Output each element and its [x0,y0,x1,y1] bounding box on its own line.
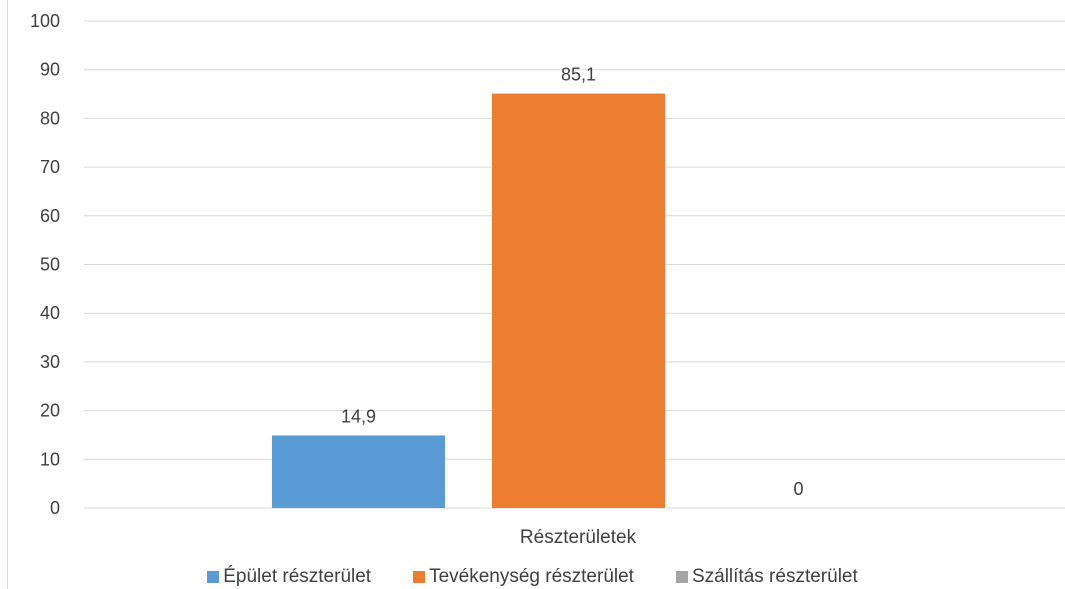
legend-label-tevekenyseg: Tevékenység részterület [429,566,634,587]
legend-swatch-szallitas [675,571,688,583]
bars [272,93,665,509]
bar-0 [272,435,445,508]
data-label-1: 85,1 [561,65,596,85]
gridlines [84,20,1065,509]
y-tick-label-60: 60 [40,206,60,226]
bar-1 [492,93,665,509]
legend-swatch-epulet [207,571,220,583]
chart-frame-edge [7,0,8,589]
legend-label-epulet: Épület részterület [223,566,372,587]
y-tick-label-80: 80 [40,108,60,128]
y-tick-label-90: 90 [40,60,60,80]
legend-item-tevekenyseg: Tevékenység részterület [413,566,634,588]
legend: Épület részterület Tevékenység részterül… [0,566,1065,588]
y-tick-label-50: 50 [40,255,60,275]
y-tick-label-100: 100 [30,11,60,31]
y-tick-label-70: 70 [40,157,60,177]
x-category-label: Részterületek [520,527,637,548]
y-axis-ticks: 0 10 20 30 40 50 60 70 80 90 100 [30,11,60,518]
legend-item-szallitas: Szállítás részterület [675,566,858,588]
y-tick-label-10: 10 [40,449,60,469]
y-tick-label-40: 40 [40,303,60,323]
legend-swatch-tevekenyseg [413,571,426,583]
data-label-0: 14,9 [341,406,376,426]
data-labels: 14,9 85,1 0 [341,65,804,499]
data-label-2: 0 [793,479,803,499]
bar-chart: 0 10 20 30 40 50 60 70 80 90 100 14,9 85,1 0 Részter… [30,11,1065,548]
y-tick-label-0: 0 [50,498,60,518]
y-tick-label-20: 20 [40,401,60,421]
legend-item-epulet: Épület részterület [207,566,371,588]
y-tick-label-30: 30 [40,352,60,372]
legend-label-szallitas: Szállítás részterület [691,566,858,587]
